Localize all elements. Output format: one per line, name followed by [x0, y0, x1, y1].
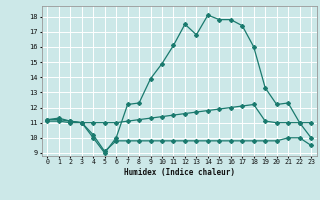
X-axis label: Humidex (Indice chaleur): Humidex (Indice chaleur)	[124, 168, 235, 177]
